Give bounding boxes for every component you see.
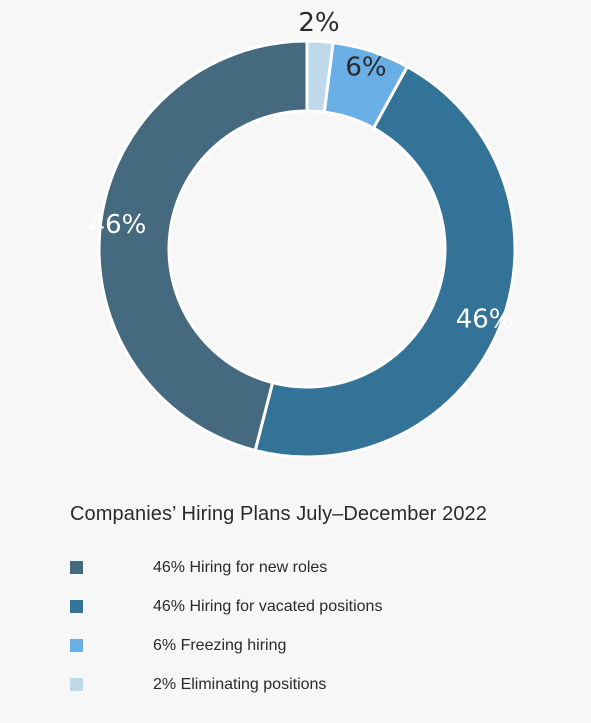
- donut-chart: 46% 46% 6% 2%: [89, 8, 517, 459]
- legend-label: 2% Eliminating positions: [153, 675, 327, 693]
- legend-swatch: [70, 678, 83, 691]
- slice-value-label-freezing-hiring: 6%: [345, 52, 386, 82]
- legend-swatch: [70, 561, 83, 574]
- chart-legend: 46% Hiring for new roles 46% Hiring for v…: [70, 548, 550, 704]
- legend-label: 6% Freezing hiring: [153, 636, 287, 654]
- donut-slice-eliminating-positions: [305, 39, 335, 114]
- legend-item-hiring-for-new-roles: 46% Hiring for new roles: [70, 548, 550, 587]
- slice-value-label-eliminating-positions: 2%: [298, 8, 339, 38]
- legend-item-eliminating-positions: 2% Eliminating positions: [70, 665, 550, 704]
- legend-item-hiring-for-vacated-positions: 46% Hiring for vacated positions: [70, 587, 550, 626]
- donut-slice-hiring-for-vacated-positions: [253, 64, 517, 459]
- slice-value-label-hiring-for-new-roles: 46%: [89, 210, 147, 240]
- legend-item-freezing-hiring: 6% Freezing hiring: [70, 626, 550, 665]
- legend-swatch: [70, 600, 83, 613]
- legend-swatch: [70, 639, 83, 652]
- legend-label: 46% Hiring for new roles: [153, 558, 328, 576]
- donut-slice-hiring-for-new-roles: [97, 39, 309, 453]
- chart-title: Companies’ Hiring Plans July–December 20…: [70, 503, 487, 525]
- slice-value-label-hiring-for-vacated-positions: 46%: [456, 304, 514, 334]
- legend-label: 46% Hiring for vacated positions: [153, 597, 383, 615]
- donut-chart-svg: 46% 46% 6%2%: [89, 8, 517, 459]
